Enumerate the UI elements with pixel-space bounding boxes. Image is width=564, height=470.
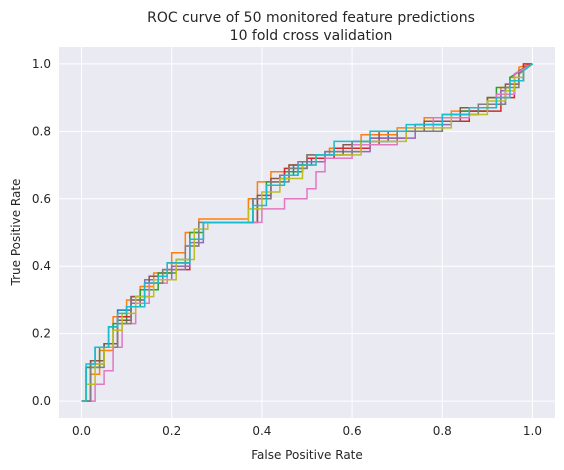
chart-subtitle: 10 fold cross validation bbox=[230, 28, 393, 44]
x-tick-labels: 0.0 0.2 0.4 0.6 0.8 1.0 bbox=[72, 424, 542, 438]
roc-series-7 bbox=[81, 63, 533, 402]
x-tick-label-0: 0.0 bbox=[72, 424, 91, 438]
x-axis-label: False Positive Rate bbox=[251, 448, 363, 462]
y-axis-label: True Positive Rate bbox=[9, 179, 23, 287]
x-tick-label-1: 0.2 bbox=[162, 424, 181, 438]
y-tick-labels: 0.0 0.2 0.4 0.6 0.8 1.0 bbox=[32, 57, 51, 408]
y-tick-label-1: 0.2 bbox=[32, 327, 51, 341]
y-tick-label-2: 0.4 bbox=[32, 259, 51, 273]
series-group bbox=[81, 63, 533, 402]
y-tick-label-5: 1.0 bbox=[32, 57, 51, 71]
x-tick-label-2: 0.4 bbox=[252, 424, 271, 438]
plot-area bbox=[59, 47, 555, 418]
x-tick-label-3: 0.6 bbox=[343, 424, 362, 438]
y-tick-label-4: 0.8 bbox=[32, 124, 51, 138]
roc-series-10 bbox=[81, 63, 533, 402]
x-tick-label-5: 1.0 bbox=[523, 424, 542, 438]
y-tick-label-3: 0.6 bbox=[32, 192, 51, 206]
chart-title: ROC curve of 50 monitored feature predic… bbox=[147, 10, 475, 26]
y-tick-label-0: 0.0 bbox=[32, 394, 51, 408]
grid-lines bbox=[59, 47, 555, 418]
x-tick-label-4: 0.8 bbox=[433, 424, 452, 438]
